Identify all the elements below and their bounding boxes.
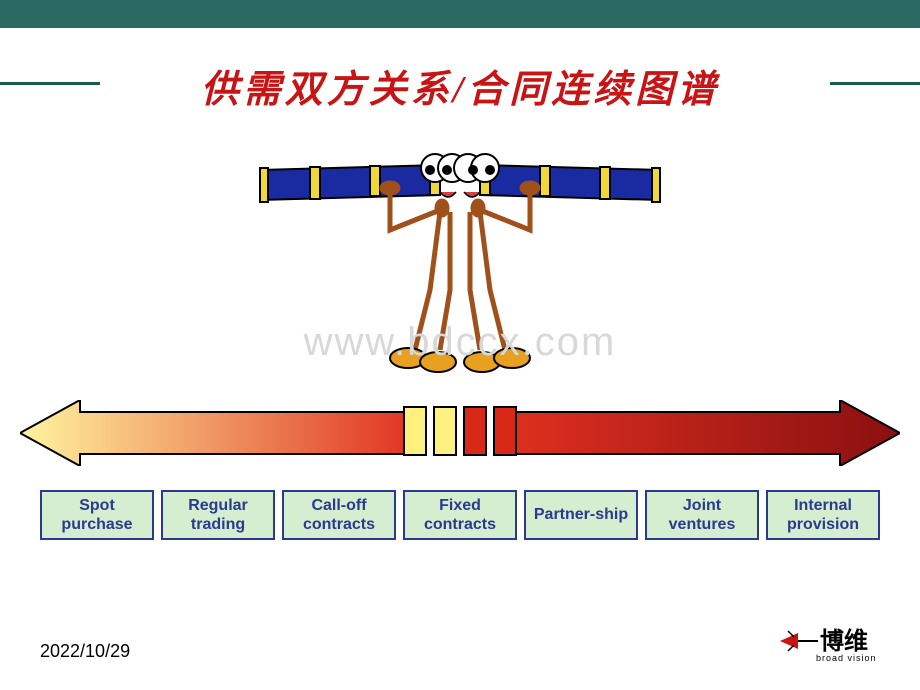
logo-triangle-icon <box>780 633 798 649</box>
telescope-right-icon <box>480 165 660 202</box>
center-block-4 <box>493 406 517 456</box>
slide-title: 供需双方关系/合同连续图谱 <box>0 58 920 113</box>
top-bar <box>0 0 920 28</box>
category-boxes-row: Spot purchase Regular trading Call-off c… <box>40 490 880 540</box>
watermark-text: www.bdccx.com <box>304 320 617 365</box>
footer-logo: 博维 broad vision <box>780 627 890 672</box>
center-block-1 <box>403 406 427 456</box>
logo-sub-text: broad vision <box>816 653 877 663</box>
category-box: Call-off contracts <box>282 490 396 540</box>
arrow-right-icon <box>500 400 900 466</box>
title-line-left <box>0 82 100 85</box>
mouth-right-icon <box>464 192 480 197</box>
footer-date: 2022/10/29 <box>40 641 130 662</box>
category-box: Internal provision <box>766 490 880 540</box>
center-block-3 <box>463 406 487 456</box>
title-line-right <box>830 82 920 85</box>
category-box: Spot purchase <box>40 490 154 540</box>
category-box: Joint ventures <box>645 490 759 540</box>
logo-main-text: 博维 <box>820 627 868 655</box>
mouth-left-icon <box>440 192 456 197</box>
telescope-left-icon <box>260 165 440 202</box>
category-box: Regular trading <box>161 490 275 540</box>
eyes-right-icon <box>454 154 499 182</box>
arrow-left-icon <box>20 400 420 466</box>
category-box: Partner-ship <box>524 490 638 540</box>
category-box: Fixed contracts <box>403 490 517 540</box>
center-block-2 <box>433 406 457 456</box>
center-blocks <box>403 406 517 456</box>
title-area: 供需双方关系/合同连续图谱 <box>0 58 920 118</box>
